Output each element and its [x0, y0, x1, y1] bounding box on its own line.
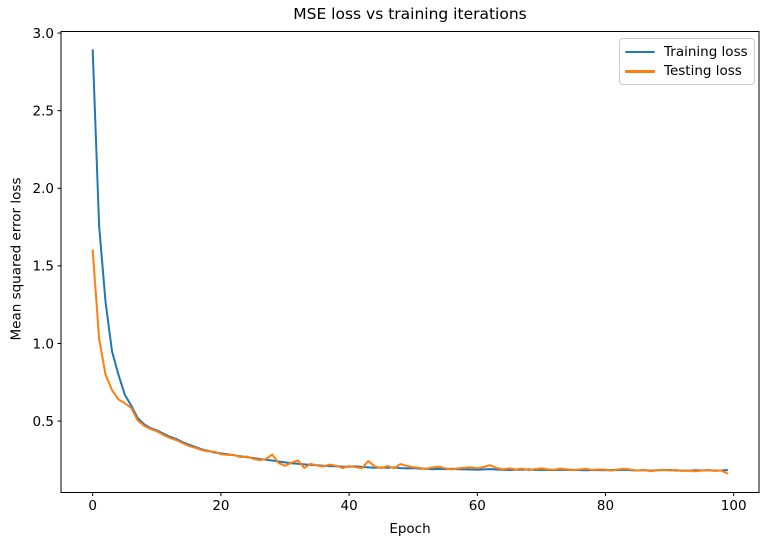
x-tick-label: 0 — [88, 498, 97, 514]
y-tick-label: 2.0 — [33, 181, 54, 197]
x-tick-label: 60 — [469, 498, 486, 514]
x-tick-label: 100 — [721, 498, 747, 514]
legend-label-testing-loss: Testing loss — [664, 63, 742, 80]
x-axis-label: Epoch — [389, 521, 431, 537]
y-tick-label: 2.5 — [33, 103, 54, 119]
y-axis-label: Mean squared error loss — [8, 177, 25, 341]
legend-line-sample-training-loss — [625, 50, 655, 53]
legend-line-sample-testing-loss — [625, 70, 655, 73]
legend-label-training-loss: Training loss — [664, 43, 748, 60]
y-tick-label: 3.0 — [33, 26, 54, 42]
series-line-training-loss — [91, 49, 729, 472]
series-line-testing-loss — [91, 249, 729, 475]
x-tick-label: 80 — [597, 498, 614, 514]
y-tick-label: 1.0 — [33, 336, 54, 352]
x-tick-label: 40 — [341, 498, 358, 514]
legend-item-testing-loss: Testing loss — [625, 62, 748, 82]
x-tick-label: 20 — [212, 498, 229, 514]
chart-title: MSE loss vs training iterations — [293, 5, 527, 23]
legend-item-training-loss: Training loss — [625, 42, 748, 62]
legend: Training loss Testing loss — [619, 38, 755, 85]
y-tick-label: 0.5 — [33, 414, 54, 430]
y-tick-label: 1.5 — [33, 259, 54, 275]
axes-frame — [60, 31, 760, 493]
